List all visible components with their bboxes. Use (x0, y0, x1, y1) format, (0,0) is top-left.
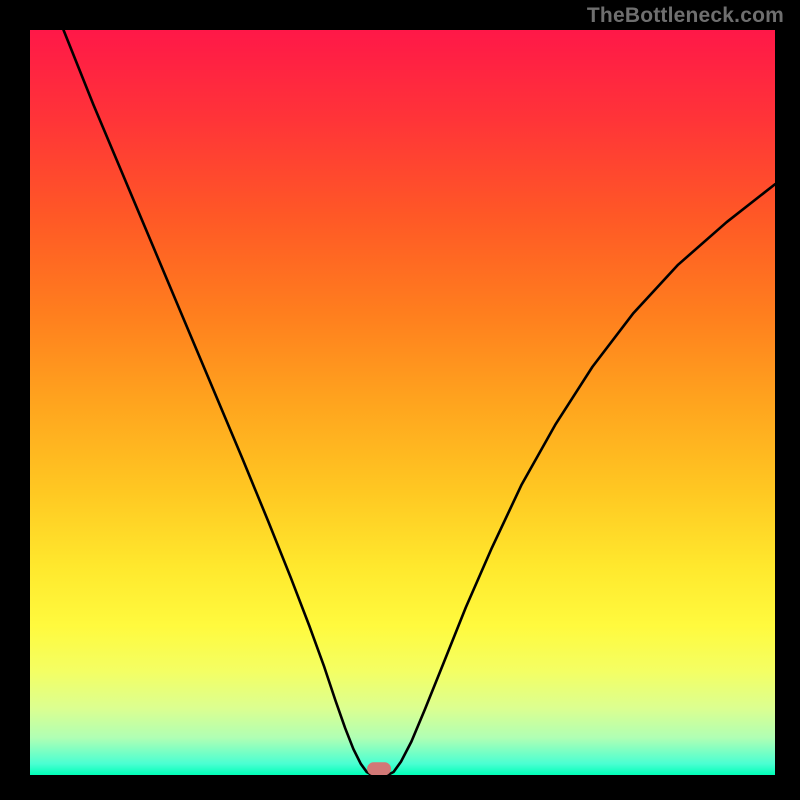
optimum-marker (367, 762, 391, 775)
watermark-text: TheBottleneck.com (587, 4, 784, 28)
bottleneck-curve (30, 30, 775, 775)
plot-area (30, 30, 775, 775)
